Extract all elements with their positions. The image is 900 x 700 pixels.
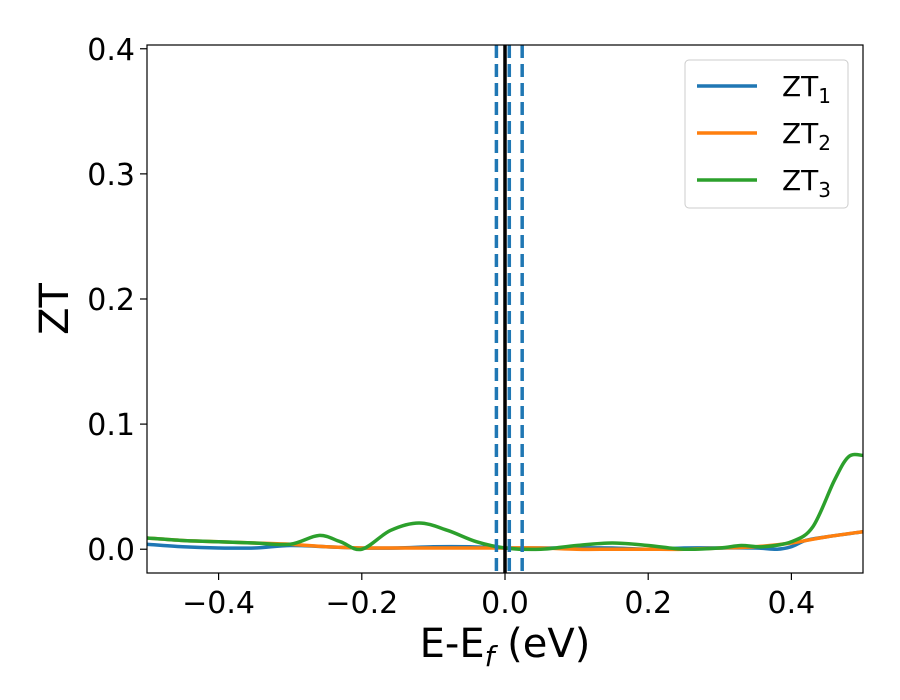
y-tick-label: 0.1: [87, 408, 135, 443]
legend-label-zt3: ZT3: [782, 164, 831, 202]
legend: ZT1 ZT2 ZT3: [684, 59, 849, 209]
x-tick-label: −0.2: [325, 586, 398, 621]
x-tick-label: 0.0: [481, 586, 529, 621]
x-tick-label: −0.4: [182, 586, 255, 621]
y-tick-label: 0.4: [87, 33, 135, 68]
x-axis-label: E-Ef (eV): [420, 621, 591, 673]
y-tick-label: 0.3: [87, 158, 135, 193]
x-tick-label: 0.2: [624, 586, 672, 621]
y-axis-label: ZT: [32, 283, 78, 335]
y-tick-label: 0.0: [87, 533, 135, 568]
x-tick-label: 0.4: [768, 586, 816, 621]
legend-box: [684, 59, 849, 209]
legend-label-zt2: ZT2: [782, 117, 831, 155]
legend-label-zt1: ZT1: [782, 70, 831, 108]
y-tick-label: 0.2: [87, 283, 135, 318]
axes-layer: −0.4 −0.2 0.0 0.2 0.4 0.0 0.1 0.2 0.3 0.4: [87, 33, 815, 621]
plot-layer: [147, 45, 863, 573]
